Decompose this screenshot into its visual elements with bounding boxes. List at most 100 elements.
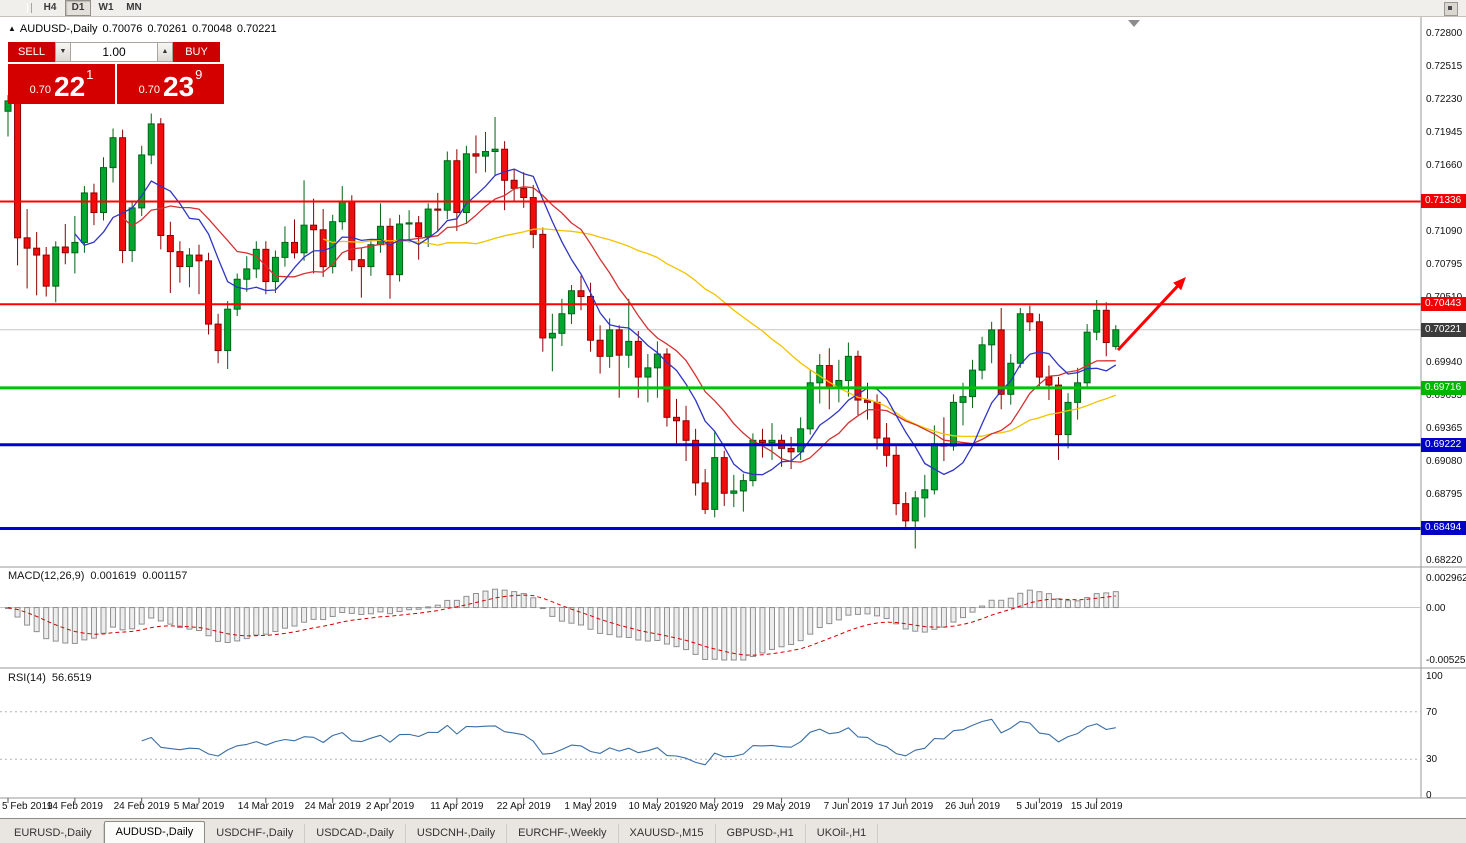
- chart-tab[interactable]: GBPUSD-,H1: [716, 824, 806, 843]
- candle-body: [911, 497, 919, 522]
- macd-histogram-bar: [826, 607, 833, 625]
- candle-body: [682, 420, 690, 441]
- price-axis-tick: 0.72800: [1426, 28, 1463, 39]
- chart-tab[interactable]: EURUSD-,Daily: [3, 824, 104, 843]
- macd-histogram-bar: [816, 607, 823, 629]
- chart-tab[interactable]: USDCAD-,Daily: [305, 824, 406, 843]
- price-axis-tick: 0.69080: [1426, 456, 1463, 468]
- price-axis-tick: 0.71660: [1426, 159, 1463, 171]
- candle-body: [997, 329, 1005, 395]
- macd-histogram-bar: [663, 607, 670, 645]
- macd-axis-tick: -0.005255: [1426, 655, 1466, 666]
- macd-histogram-bar: [367, 607, 374, 615]
- buy-button[interactable]: BUY: [173, 42, 220, 62]
- volume-increase-button[interactable]: ▲: [157, 42, 173, 62]
- candle-body: [529, 197, 537, 235]
- timeframe-button-w1[interactable]: W1: [98, 2, 114, 13]
- macd-histogram-bar: [616, 607, 623, 638]
- macd-histogram-bar: [329, 607, 336, 617]
- candle-body: [959, 396, 967, 403]
- macd-histogram-bar: [215, 607, 222, 642]
- macd-histogram-bar: [129, 607, 136, 630]
- volume-input[interactable]: [71, 42, 157, 62]
- candle-body: [1083, 331, 1091, 384]
- price-axis-tick: 0.69655: [1426, 390, 1463, 402]
- candle-body: [1055, 384, 1062, 436]
- candle-body: [453, 160, 461, 214]
- chart-tab[interactable]: USDCNH-,Daily: [406, 824, 508, 843]
- candle-body: [482, 151, 489, 157]
- macd-histogram-bar: [492, 588, 499, 609]
- timeframe-button-d1[interactable]: D1: [65, 0, 91, 16]
- macd-histogram-bar: [625, 607, 632, 638]
- sell-price-button[interactable]: 0.70 22 1: [8, 64, 115, 104]
- macd-histogram-bar: [597, 607, 604, 634]
- macd-histogram-bar: [864, 607, 871, 615]
- macd-histogram-bar: [472, 592, 479, 609]
- macd-histogram-bar: [396, 607, 403, 613]
- sell-price-pip: 1: [86, 67, 94, 82]
- candle-body: [71, 241, 79, 254]
- macd-histogram-bar: [940, 607, 947, 628]
- chart-tab[interactable]: UKOil-,H1: [806, 824, 879, 843]
- timeframe-button-mn[interactable]: MN: [126, 2, 142, 13]
- macd-histogram-bar: [234, 607, 241, 642]
- macd-histogram-bar: [549, 607, 556, 617]
- chart-tab[interactable]: AUDUSD-,Daily: [103, 821, 206, 843]
- candle-body: [1045, 376, 1053, 386]
- time-axis-label: 1 May 2019: [564, 801, 617, 812]
- macd-histogram-bar: [644, 607, 651, 642]
- macd-histogram-bar: [205, 607, 212, 637]
- macd-histogram-bar: [1017, 592, 1024, 609]
- toolbar-grip[interactable]: [27, 3, 32, 13]
- candle-body: [195, 254, 203, 262]
- chart-tab[interactable]: EURCHF-,Weekly: [507, 824, 619, 843]
- sell-button[interactable]: SELL: [8, 42, 55, 62]
- candle-body: [567, 290, 575, 315]
- macd-histogram-bar: [463, 595, 470, 609]
- candle-body: [271, 256, 279, 283]
- rsi-axis-tick: 70: [1426, 706, 1438, 718]
- candle-body: [109, 137, 117, 169]
- macd-histogram-bar: [511, 591, 518, 609]
- candle-body: [1093, 309, 1101, 333]
- candle-body: [1007, 362, 1015, 395]
- macd-histogram-bar: [33, 607, 40, 633]
- toolbar-right-icon[interactable]: [1444, 2, 1458, 16]
- macd-histogram-bar: [434, 604, 441, 609]
- candle-body: [224, 308, 232, 352]
- macd-histogram-bar: [960, 607, 966, 619]
- macd-histogram-bar: [52, 607, 59, 642]
- macd-histogram-bar: [778, 607, 785, 648]
- trend-arrow: [1116, 277, 1186, 352]
- price-axis-tick: 0.69365: [1426, 423, 1463, 435]
- macd-histogram-bar: [157, 607, 164, 622]
- macd-histogram-bar: [224, 607, 231, 644]
- macd-histogram-bar: [902, 607, 909, 630]
- candle-body: [119, 137, 127, 251]
- buy-price-button[interactable]: 0.70 23 9: [117, 64, 224, 104]
- macd-histogram-bar: [281, 607, 288, 629]
- price-axis-tick: 0.68220: [1426, 555, 1463, 566]
- time-axis-label: 10 May 2019: [628, 801, 687, 812]
- collapse-trade-panel-icon[interactable]: ▲: [8, 24, 16, 33]
- macd-histogram-bar: [167, 607, 174, 625]
- macd-histogram-bar: [711, 607, 718, 660]
- timeframe-button-h4[interactable]: H4: [43, 2, 57, 13]
- trade-panel-controls: SELL ▼ ▲ BUY: [8, 42, 226, 62]
- candle-body: [988, 329, 996, 346]
- chart-tab[interactable]: XAUUSD-,M15: [619, 824, 716, 843]
- macd-histogram-bar: [272, 607, 279, 633]
- sell-price-prefix: 0.70: [29, 84, 52, 96]
- chart-tab[interactable]: USDCHF-,Daily: [205, 824, 306, 843]
- volume-decrease-button[interactable]: ▼: [55, 42, 71, 62]
- macd-histogram-bar: [606, 607, 613, 636]
- candle-body: [1074, 382, 1082, 403]
- macd-histogram-bar: [320, 607, 327, 621]
- rsi-value: 56.6519: [51, 672, 92, 684]
- candle-body: [434, 208, 442, 211]
- macd-histogram-bar: [912, 607, 919, 632]
